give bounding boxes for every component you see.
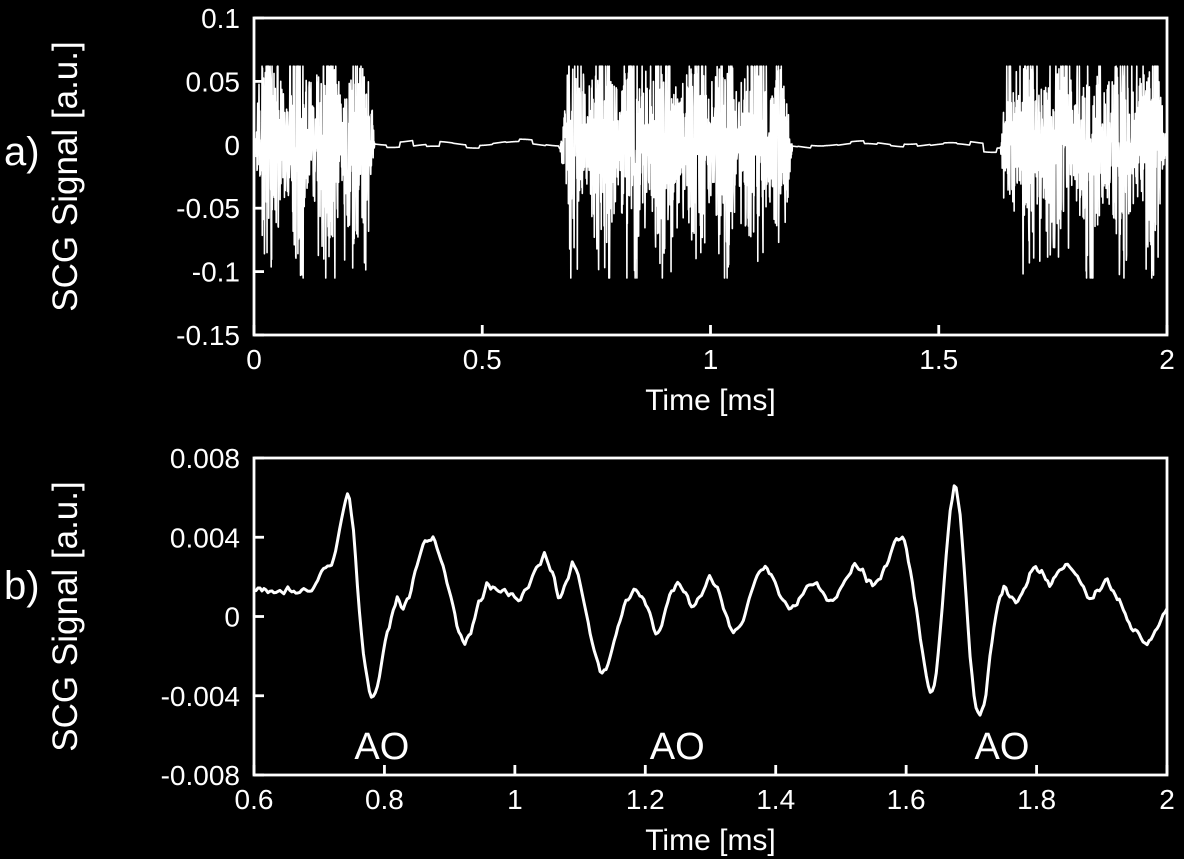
- svg-text:-0.1: -0.1: [192, 257, 240, 288]
- svg-text:2: 2: [1159, 344, 1175, 375]
- svg-text:0.008: 0.008: [170, 443, 240, 474]
- svg-text:0.05: 0.05: [186, 66, 241, 97]
- svg-text:0.6: 0.6: [235, 784, 274, 815]
- svg-text:Time [ms]: Time [ms]: [645, 824, 776, 857]
- svg-text:0.1: 0.1: [201, 3, 240, 34]
- svg-text:SCG Signal [a.u.]: SCG Signal [a.u.]: [46, 41, 85, 311]
- svg-text:1: 1: [507, 784, 523, 815]
- svg-text:2: 2: [1159, 784, 1175, 815]
- svg-text:0: 0: [224, 602, 240, 633]
- svg-text:AO: AO: [975, 726, 1030, 768]
- svg-text:1: 1: [703, 344, 719, 375]
- svg-text:-0.15: -0.15: [176, 320, 240, 351]
- svg-text:0: 0: [224, 130, 240, 161]
- svg-text:-0.05: -0.05: [176, 193, 240, 224]
- svg-text:-0.008: -0.008: [161, 760, 240, 791]
- svg-text:1.5: 1.5: [919, 344, 958, 375]
- svg-text:1.2: 1.2: [626, 784, 665, 815]
- svg-text:0.8: 0.8: [365, 784, 404, 815]
- svg-text:Time [ms]: Time [ms]: [645, 384, 776, 417]
- svg-text:0.5: 0.5: [463, 344, 502, 375]
- svg-text:a): a): [4, 130, 40, 174]
- svg-text:AO: AO: [650, 726, 705, 768]
- svg-text:1.4: 1.4: [756, 784, 795, 815]
- svg-text:0: 0: [246, 344, 262, 375]
- svg-text:0.004: 0.004: [170, 522, 240, 553]
- svg-text:SCG Signal [a.u.]: SCG Signal [a.u.]: [46, 481, 85, 751]
- svg-text:b): b): [4, 564, 40, 608]
- svg-text:-0.004: -0.004: [161, 681, 240, 712]
- svg-text:AO: AO: [354, 726, 409, 768]
- svg-text:1.8: 1.8: [1017, 784, 1056, 815]
- svg-text:1.6: 1.6: [887, 784, 926, 815]
